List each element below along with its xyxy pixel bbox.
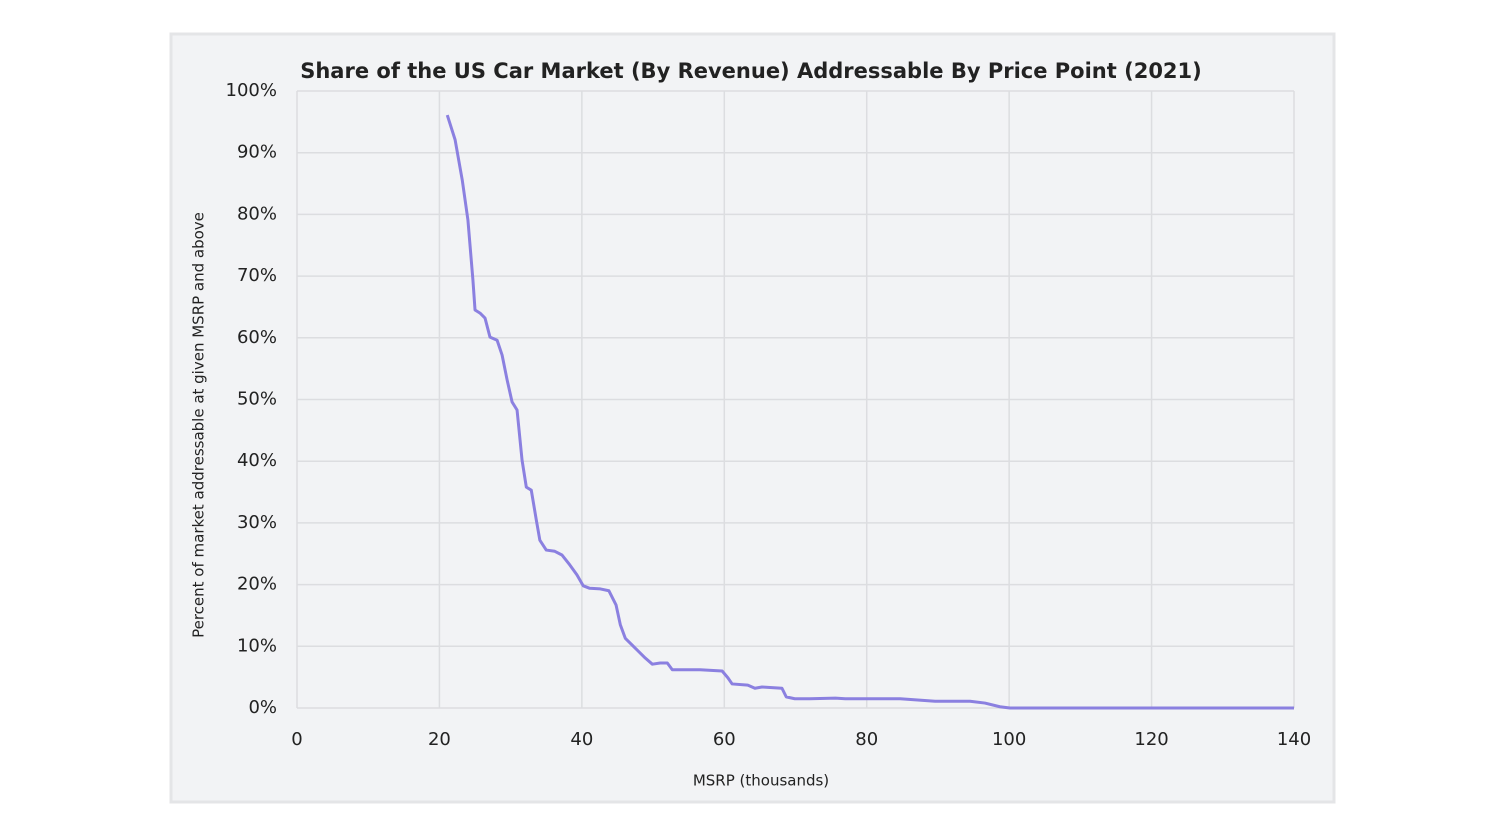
- y-tick-label: 60%: [237, 327, 277, 348]
- x-tick-label: 60: [713, 729, 736, 750]
- y-tick-label: 50%: [237, 389, 277, 410]
- y-tick-label: 0%: [248, 697, 277, 718]
- y-tick-label: 40%: [237, 450, 277, 471]
- x-tick-label: 20: [428, 729, 451, 750]
- x-axis-label: MSRP (thousands): [693, 772, 829, 790]
- x-tick-label: 100: [992, 729, 1026, 750]
- y-tick-label: 10%: [237, 635, 277, 656]
- y-tick-label: 90%: [237, 142, 277, 163]
- chart-title: Share of the US Car Market (By Revenue) …: [300, 59, 1202, 83]
- y-tick-label: 80%: [237, 203, 277, 224]
- y-tick-label: 30%: [237, 512, 277, 533]
- y-tick-label: 70%: [237, 265, 277, 286]
- y-tick-label: 20%: [237, 574, 277, 595]
- x-tick-label: 40: [570, 729, 593, 750]
- x-tick-label: 0: [291, 729, 302, 750]
- chart-panel: [169, 32, 1336, 804]
- y-axis-label: Percent of market addressable at given M…: [190, 212, 208, 638]
- x-tick-label: 140: [1277, 729, 1311, 750]
- data-line: [445, 114, 1294, 710]
- x-tick-label: 120: [1134, 729, 1168, 750]
- y-tick-label: 100%: [226, 80, 277, 101]
- x-tick-label: 80: [855, 729, 878, 750]
